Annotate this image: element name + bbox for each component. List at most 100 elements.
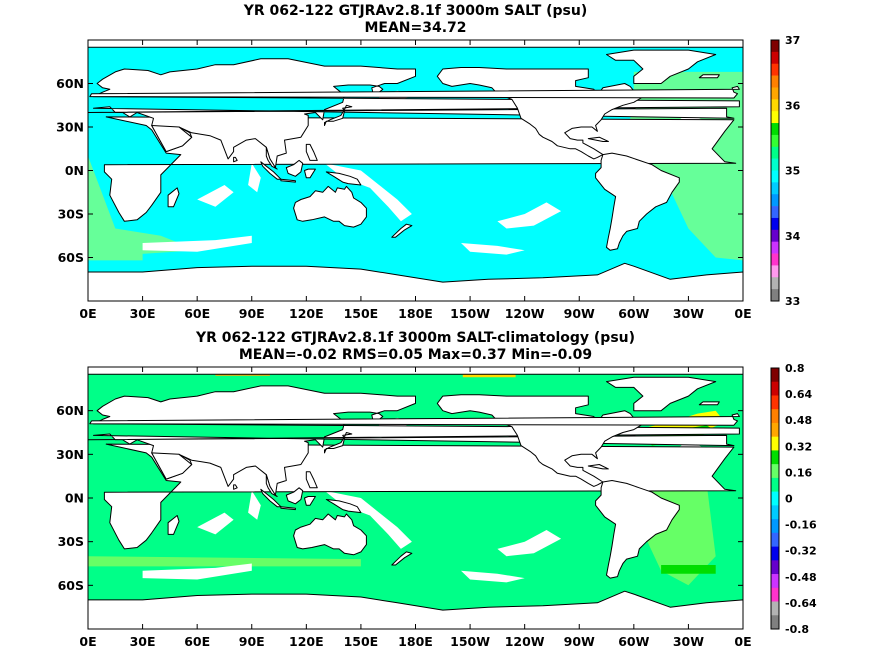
panel-2-colorbar-label: 0.32 <box>785 440 812 453</box>
panel-1-colorbar-swatch <box>771 40 779 53</box>
panel-2-colorbar-label: 0 <box>785 493 793 506</box>
panel-1-xtick-label: 90W <box>564 306 595 321</box>
panel-1-colorbar-swatch <box>771 229 779 242</box>
panel-2-masked-ridge <box>197 512 234 535</box>
panel-1-masked-ridge <box>142 235 252 252</box>
panel-2-land-indochina_pen <box>265 474 278 497</box>
panel-2-xtick-label: 90E <box>239 634 265 649</box>
panel-1-land-sulawesi <box>304 168 316 179</box>
panel-2-land-cuba <box>587 464 609 470</box>
panel-2-title: YR 062-122 GTJRAv2.8.1f 3000m SALT-clima… <box>88 330 743 364</box>
panel-2-masked-ridge <box>461 570 525 583</box>
panel-1-sw-indian-field <box>88 234 143 261</box>
panel-2-land-newguinea <box>325 499 362 514</box>
panel-2-land-japan <box>324 432 353 454</box>
panel-2-ytick-label: 0N <box>65 491 84 506</box>
panel-2-colorbar-label: 0.48 <box>785 414 812 427</box>
panel-2-colorbar-swatch <box>771 587 779 602</box>
panel-2-masked-ridge <box>248 490 261 520</box>
panel-2-land-srilanka <box>233 484 238 490</box>
panel-2-colorbar-swatch <box>771 505 779 520</box>
panel-2-xtick-label: 60W <box>618 634 649 649</box>
panel-1-south-atlantic-field <box>88 156 198 258</box>
panel-1-colorbar-swatch <box>771 75 779 88</box>
panel-1-land-java <box>280 178 296 183</box>
panel-2-colorbar-frame <box>770 367 780 630</box>
panel-1-colorbar-swatch <box>771 158 779 171</box>
panel-1-colorbar-label: 34 <box>785 230 801 243</box>
panel-1-colorbar-swatch <box>771 146 779 159</box>
panel-1-land-cuba <box>587 136 609 142</box>
panel-1-land-philippines <box>305 143 318 161</box>
panel-1-xtick-label: 150W <box>450 306 490 321</box>
panel-1-ytick-label: 60S <box>58 250 84 265</box>
panel-1-xtick-label: 150E <box>344 306 379 321</box>
panel-1-ytick-label: 30S <box>58 207 84 222</box>
panel-1-colorbar-swatch <box>771 194 779 207</box>
panel-2-xtick-label: 90W <box>564 634 595 649</box>
panel-2-colorbar-label: -0.32 <box>785 545 817 558</box>
panel-2-land-borneo <box>285 487 304 505</box>
panel-2-land-sulawesi <box>304 496 316 506</box>
panel-1-land-japan <box>324 104 353 126</box>
panel-2-xtick-label: 60E <box>184 634 210 649</box>
panel-1-land-arabia_fill <box>151 125 193 153</box>
panel-1-land-australia <box>293 185 367 228</box>
panel-2-land-arabia_fill <box>151 452 193 480</box>
panel-2-land-uk <box>89 413 740 426</box>
panel-2-land-madagascar <box>167 515 180 535</box>
panel-1-xtick-label: 30W <box>673 306 704 321</box>
panel-1-colorbar-swatch <box>771 170 779 183</box>
panel-2-xtick-label: 180E <box>398 634 433 649</box>
panel-1-colorbar-swatch <box>771 63 779 76</box>
panel-2-colorbar-label: -0.48 <box>785 571 817 584</box>
panel-1-xtick-label: 60W <box>618 306 649 321</box>
panel-1-xtick-label: 120E <box>289 306 324 321</box>
panel-2-land-sumatra <box>260 488 282 508</box>
panel-1-xtick-label: 60E <box>184 306 210 321</box>
panel-2-land-greenland <box>606 376 717 412</box>
panel-2-xtick-label: 150W <box>450 634 490 649</box>
panel-2-colorbar-swatch <box>771 532 779 547</box>
panel-2-xtick-label: 120E <box>289 634 324 649</box>
panel-1-colorbar-swatch <box>771 217 779 231</box>
panel-2-colorbar-label: 0.8 <box>785 362 805 375</box>
panel-2-colorbar-swatch <box>771 491 779 506</box>
panel-2-colorbar-swatch <box>771 409 779 424</box>
panel-2-ytick-label: 30S <box>58 534 84 549</box>
panel-1-masked-ridge <box>248 163 261 193</box>
panel-2-ytick-label: 60N <box>56 403 84 418</box>
panel-2-colorbar-swatch <box>771 368 779 383</box>
panel-1-land-samerica <box>595 152 680 251</box>
panel-1-colorbar-label: 37 <box>785 34 800 47</box>
panel-1-colorbar-swatch <box>771 99 779 112</box>
panel-1-land-newguinea <box>325 171 362 186</box>
panel-2-colorbar-label: 0.64 <box>785 388 812 401</box>
panel-2-colorbar-swatch <box>771 395 779 410</box>
panel-2-colorbar-swatch <box>771 615 779 630</box>
panel-1-xtick-label: 30E <box>130 306 156 321</box>
panel-2-colorbar-swatch <box>771 519 779 534</box>
panel-2-colorbar-label: -0.16 <box>785 519 817 532</box>
panel-1-land-madagascar <box>167 187 180 208</box>
panel-2-xtick-label: 30E <box>130 634 156 649</box>
panel-1-colorbar-swatch <box>771 87 779 100</box>
panel-1-title: YR 062-122 GTJRAv2.8.1f 3000m SALT (psu)… <box>88 3 743 37</box>
panel-2-xtick-label: 30W <box>673 634 704 649</box>
panel-2-colorbar-swatch <box>771 381 779 396</box>
panel-1-colorbar-swatch <box>771 182 779 195</box>
panel-2-land-nz <box>391 551 413 566</box>
panel-1-xtick-label: 120W <box>505 306 545 321</box>
panel-2-colorbar-swatch <box>771 546 779 561</box>
panel-1-colorbar-swatch <box>771 206 779 219</box>
panel-2-land-philippines <box>305 471 318 489</box>
panel-2-xtick-label: 150E <box>344 634 379 649</box>
panel-2-colorbar-label: 0.16 <box>785 466 812 479</box>
panel-2-south-atlantic-anomaly <box>661 565 716 574</box>
panel-2-colorbar-label: -0.8 <box>785 623 809 636</box>
panel-2-xtick-label: 0E <box>79 634 96 649</box>
panel-1-land-greenland <box>606 49 717 84</box>
panel-2-ytick-label: 30N <box>56 447 84 462</box>
panel-1-colorbar-swatch <box>771 277 779 290</box>
